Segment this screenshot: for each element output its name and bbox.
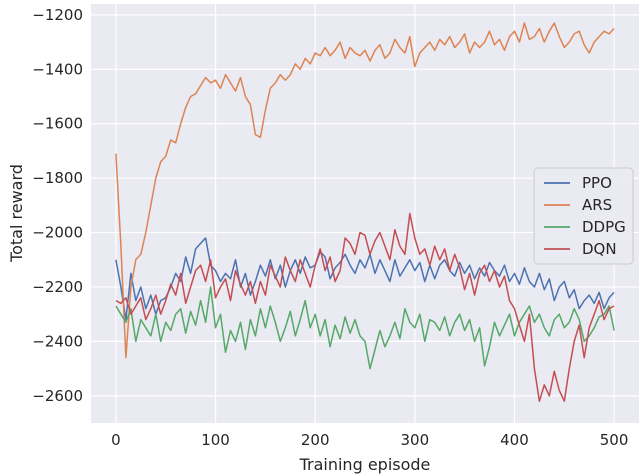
y-tick-label: −2000 <box>32 224 83 242</box>
legend-box <box>533 167 634 265</box>
legend-label: PPO <box>582 174 612 192</box>
series-line-ars <box>115 22 615 359</box>
x-tick-label: 0 <box>111 431 121 449</box>
y-tick-label: −1400 <box>32 60 83 78</box>
y-tick-label: −1800 <box>32 169 83 187</box>
series-line-dqn <box>115 212 615 402</box>
x-tick-label: 300 <box>400 431 429 449</box>
x-tick-label: 100 <box>201 431 230 449</box>
x-tick-labels: 0 100 200 300 400 500 <box>111 431 628 449</box>
y-tick-labels: −2600 −2400 −2200 −2000 −1800 −1600 −1400 −1200 <box>32 6 83 405</box>
y-tick-label: −2600 <box>32 387 83 405</box>
y-tick-label: −2200 <box>32 278 83 296</box>
y-tick-label: −2400 <box>32 332 83 350</box>
x-tick-label: 500 <box>600 431 629 449</box>
legend: PPO ARS DDPG DQN <box>533 167 634 265</box>
x-tick-label: 400 <box>500 431 529 449</box>
legend-label: ARS <box>582 196 612 214</box>
series-line-ppo <box>115 237 615 321</box>
y-tick-label: −1200 <box>32 6 83 24</box>
series-lines <box>115 22 615 402</box>
y-axis-label: Total reward <box>7 164 26 263</box>
x-axis-label: Training episode <box>299 455 431 474</box>
x-tick-label: 200 <box>301 431 330 449</box>
legend-label: DQN <box>582 240 617 258</box>
series-line-ddpg <box>115 286 615 370</box>
y-tick-label: −1600 <box>32 115 83 133</box>
legend-label: DDPG <box>582 218 626 236</box>
